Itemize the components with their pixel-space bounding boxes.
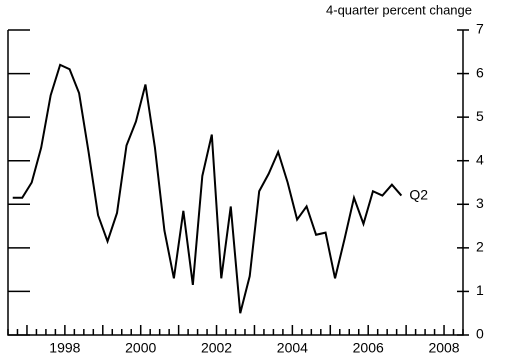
y-tick-label: 5 (476, 108, 484, 124)
y-tick-label: 1 (476, 282, 484, 298)
y-tick-label: 4 (476, 151, 484, 167)
x-tick-label: 2000 (125, 340, 156, 356)
y-tick-label: 6 (476, 64, 484, 80)
y-tick-label: 7 (476, 21, 484, 37)
series-line (12, 63, 403, 314)
y-tick-label: 0 (476, 326, 484, 342)
y-tick-label: 2 (476, 239, 484, 255)
x-tick-label: 2006 (353, 340, 384, 356)
x-tick-label: 1998 (49, 340, 80, 356)
x-tick-label: 2002 (201, 340, 232, 356)
y-axis-label: 4-quarter percent change (326, 2, 472, 17)
y-tick-label: 3 (476, 195, 484, 211)
x-tick-label: 2004 (277, 340, 308, 356)
x-tick-label: 2008 (428, 340, 459, 356)
annotation: Q2 (409, 186, 428, 202)
axis-frame (7, 30, 464, 336)
